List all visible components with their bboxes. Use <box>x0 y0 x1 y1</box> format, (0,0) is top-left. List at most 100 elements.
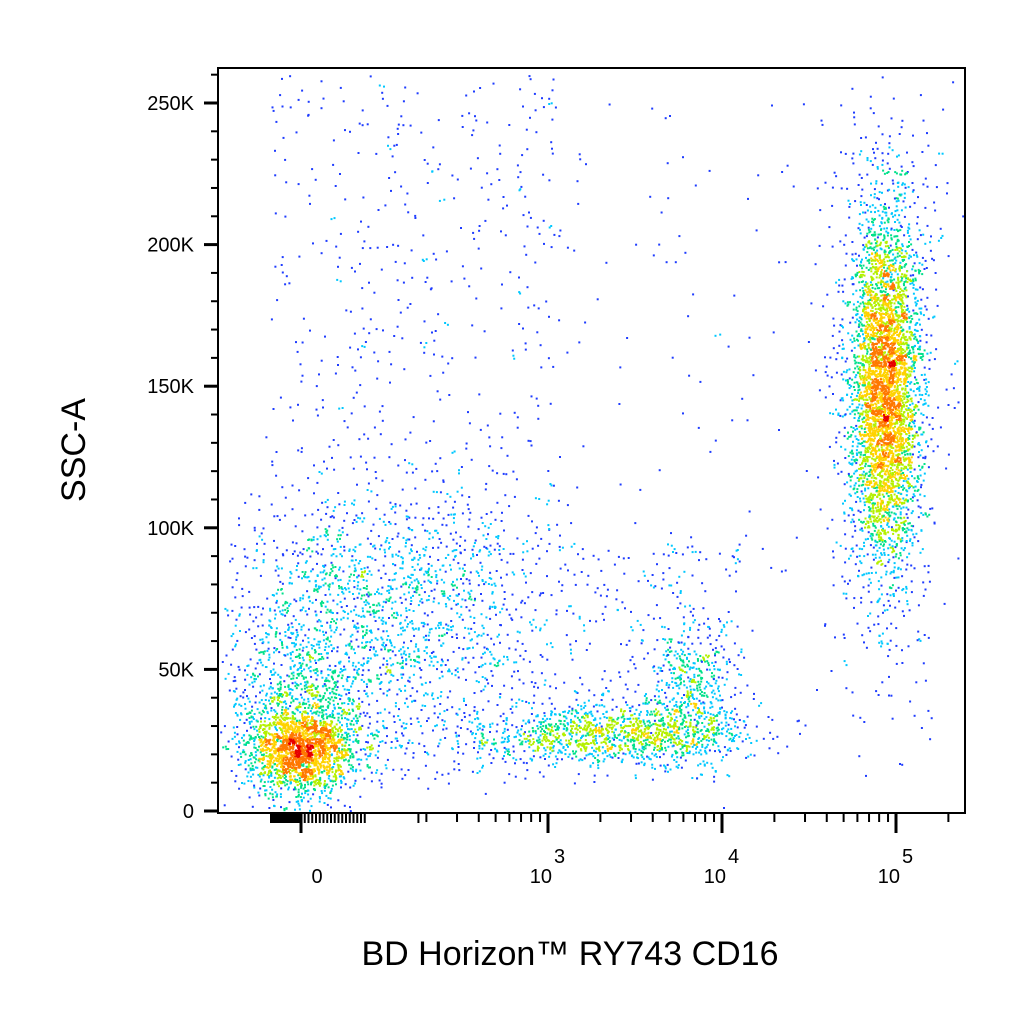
event-dot <box>295 677 298 679</box>
event-dot <box>410 640 413 643</box>
event-dot <box>400 666 403 669</box>
event-dot <box>262 723 265 726</box>
event-dot <box>495 665 498 668</box>
event-dot <box>300 764 303 767</box>
event-dot <box>357 661 360 664</box>
event-dot <box>583 701 586 704</box>
event-dot <box>430 287 433 290</box>
event-dot <box>330 740 333 742</box>
event-dot <box>409 717 412 720</box>
event-dot <box>317 750 320 753</box>
event-dot <box>533 719 536 722</box>
event-dot <box>316 674 319 677</box>
event-dot <box>242 734 245 737</box>
event-dot <box>428 664 431 667</box>
event-dot <box>370 732 372 735</box>
event-dot <box>388 350 391 353</box>
event-dot <box>230 755 233 758</box>
event-dot <box>348 735 351 738</box>
event-dot <box>361 594 363 597</box>
event-dot <box>247 759 250 761</box>
event-dot <box>298 703 301 706</box>
event-dot <box>475 570 478 573</box>
event-dot <box>495 570 498 572</box>
event-dot <box>263 724 266 727</box>
event-dot <box>285 735 288 738</box>
event-dot <box>255 758 258 761</box>
event-dot <box>367 657 370 660</box>
event-dot <box>432 146 435 149</box>
event-dot <box>304 729 307 731</box>
event-dot <box>408 586 410 589</box>
event-dot <box>511 571 514 574</box>
event-dot <box>499 152 502 155</box>
event-dot <box>461 114 464 117</box>
event-dot <box>489 650 492 653</box>
event-dot <box>370 490 373 493</box>
event-dot <box>377 628 380 631</box>
event-dot <box>246 741 249 743</box>
event-dot <box>306 613 309 616</box>
event-dot <box>279 795 282 798</box>
event-dot <box>305 790 308 793</box>
event-dot <box>378 616 381 619</box>
event-dot <box>286 724 289 727</box>
event-dot <box>476 642 479 645</box>
event-dot <box>304 710 307 713</box>
event-dot <box>276 546 279 549</box>
event-dot <box>231 609 234 612</box>
event-dot <box>362 657 365 660</box>
event-dot <box>499 624 502 626</box>
event-dot <box>386 690 389 693</box>
event-dot <box>349 806 351 809</box>
event-dot <box>392 674 395 677</box>
event-dot <box>279 700 281 703</box>
event-dot <box>467 627 470 630</box>
event-dot <box>405 658 408 661</box>
event-dot <box>337 739 340 742</box>
event-dot <box>322 757 324 760</box>
event-dot <box>376 769 379 772</box>
event-dot <box>397 715 400 717</box>
event-dot <box>626 745 629 748</box>
event-dot <box>293 664 296 667</box>
event-dot <box>405 509 408 512</box>
event-dot <box>301 799 303 802</box>
event-dot <box>461 657 464 660</box>
event-dot <box>278 758 280 761</box>
event-dot <box>394 505 397 508</box>
event-dot <box>589 765 592 768</box>
event-dot <box>341 555 343 558</box>
event-dot <box>274 757 277 760</box>
event-dot <box>332 678 334 681</box>
event-dot <box>333 670 336 673</box>
event-dot <box>336 751 339 754</box>
event-dot <box>679 592 682 594</box>
event-dot <box>361 646 364 649</box>
event-dot <box>410 249 413 252</box>
event-dot <box>383 726 386 729</box>
event-dot <box>298 727 301 730</box>
event-dot <box>279 638 282 641</box>
event-dot <box>327 584 330 587</box>
event-dot <box>387 649 390 652</box>
event-dot <box>461 265 464 268</box>
event-dot <box>420 567 423 570</box>
event-dot <box>362 610 364 613</box>
event-dot <box>284 654 287 657</box>
event-dot <box>278 689 281 692</box>
event-dot <box>237 665 240 668</box>
event-dot <box>282 768 285 771</box>
event-dot <box>504 234 507 237</box>
event-dot <box>343 759 346 762</box>
event-dot <box>478 574 480 577</box>
event-dot <box>326 506 329 509</box>
event-dot <box>262 768 265 771</box>
event-dot <box>231 557 234 560</box>
event-dot <box>420 568 423 571</box>
event-dot <box>268 776 271 779</box>
event-dot <box>305 753 308 756</box>
event-dot <box>337 799 340 802</box>
event-dot <box>402 659 404 662</box>
event-dot <box>380 648 383 651</box>
